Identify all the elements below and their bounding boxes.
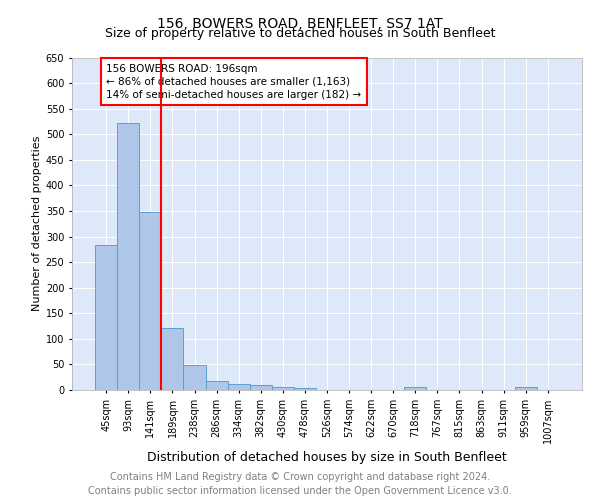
Bar <box>250 385 272 390</box>
Bar <box>272 388 294 390</box>
Text: Size of property relative to detached houses in South Benfleet: Size of property relative to detached ho… <box>105 28 495 40</box>
Bar <box>161 328 184 390</box>
Bar <box>404 388 427 390</box>
Bar <box>206 381 227 390</box>
Text: 156 BOWERS ROAD: 196sqm
← 86% of detached houses are smaller (1,163)
14% of semi: 156 BOWERS ROAD: 196sqm ← 86% of detache… <box>106 64 361 100</box>
X-axis label: Distribution of detached houses by size in South Benfleet: Distribution of detached houses by size … <box>147 452 507 464</box>
Text: 156, BOWERS ROAD, BENFLEET, SS7 1AT: 156, BOWERS ROAD, BENFLEET, SS7 1AT <box>157 18 443 32</box>
Bar <box>95 245 117 390</box>
Bar <box>184 365 206 390</box>
Bar <box>515 388 537 390</box>
Bar <box>139 212 161 390</box>
Bar <box>227 384 250 390</box>
Bar <box>117 123 139 390</box>
Text: Contains HM Land Registry data © Crown copyright and database right 2024.
Contai: Contains HM Land Registry data © Crown c… <box>88 472 512 496</box>
Bar <box>294 388 316 390</box>
Y-axis label: Number of detached properties: Number of detached properties <box>32 136 41 312</box>
